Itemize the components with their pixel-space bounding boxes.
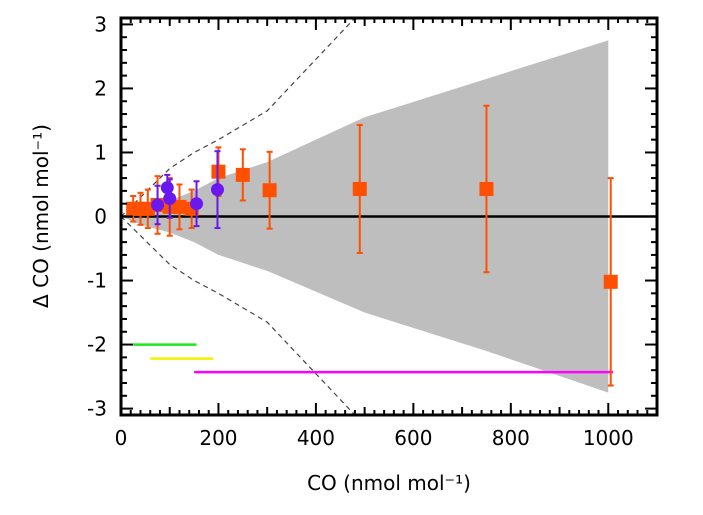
axis-ticks bbox=[120, 18, 658, 415]
x-tick-label: 600 bbox=[394, 426, 432, 450]
data-point-square bbox=[235, 167, 250, 182]
data-point-circle bbox=[210, 183, 224, 197]
data-point-circle bbox=[151, 198, 165, 212]
data-point-square bbox=[172, 199, 187, 214]
data-point-circle bbox=[163, 192, 177, 206]
series-circles bbox=[151, 150, 224, 230]
x-tick-label: 1000 bbox=[583, 426, 634, 450]
dashed-envelope-lower bbox=[120, 216, 356, 416]
y-tick-label: 0 bbox=[94, 205, 107, 229]
y-tick-label: -2 bbox=[87, 333, 107, 357]
data-point-square bbox=[262, 183, 277, 198]
x-tick-label: 200 bbox=[199, 426, 237, 450]
y-tick-label: -1 bbox=[87, 269, 107, 293]
y-tick-label: 1 bbox=[94, 140, 107, 164]
axis-tick-labels: 0 200 400 600 800 1000 -3 -2 -1 0 1 2 3 bbox=[87, 12, 634, 450]
x-tick-label: 800 bbox=[492, 426, 530, 450]
data-point-square bbox=[352, 181, 367, 196]
data-point-circle bbox=[160, 181, 174, 195]
y-tick-label: -3 bbox=[87, 397, 107, 421]
data-point-square bbox=[479, 181, 494, 196]
y-tick-label: 3 bbox=[94, 12, 107, 36]
x-tick-label: 400 bbox=[297, 426, 335, 450]
plot-area bbox=[120, 17, 657, 416]
dashed-envelope-upper bbox=[120, 17, 356, 217]
x-axis-title: CO (nmol mol⁻¹) bbox=[307, 471, 471, 495]
data-point-square bbox=[603, 274, 618, 289]
data-point-circle bbox=[190, 197, 204, 211]
y-axis-title: Δ CO (nmol mol⁻¹) bbox=[29, 124, 53, 308]
y-tick-label: 2 bbox=[94, 76, 107, 100]
x-tick-label: 0 bbox=[115, 426, 128, 450]
